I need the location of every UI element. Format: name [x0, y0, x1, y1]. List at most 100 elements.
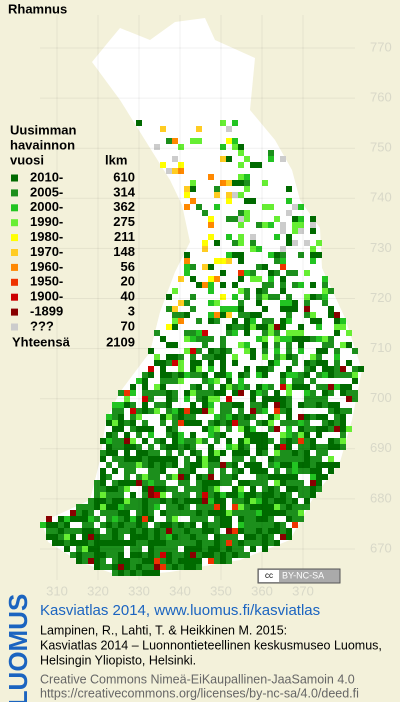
- record-cell: [196, 474, 202, 480]
- record-cell: [316, 324, 322, 330]
- record-cell: [130, 420, 136, 426]
- record-cell: [274, 480, 280, 486]
- record-cell: [160, 360, 166, 366]
- record-cell: [202, 210, 208, 216]
- record-cell: [136, 462, 142, 468]
- record-cell: [238, 408, 244, 414]
- record-cell: [166, 558, 172, 564]
- record-cell: [352, 366, 358, 372]
- record-cell: [220, 504, 226, 510]
- record-cell: [172, 558, 178, 564]
- record-cell: [124, 558, 130, 564]
- license-link[interactable]: https://creativecommons.org/licenses/by-…: [40, 686, 359, 700]
- record-cell: [280, 420, 286, 426]
- record-cell: [274, 354, 280, 360]
- record-cell: [214, 414, 220, 420]
- record-cell: [334, 438, 340, 444]
- record-cell: [310, 426, 316, 432]
- record-cell: [190, 408, 196, 414]
- record-cell: [166, 444, 172, 450]
- record-cell: [256, 492, 262, 498]
- record-cell: [208, 486, 214, 492]
- record-cell: [262, 288, 268, 294]
- record-cell: [130, 414, 136, 420]
- record-cell: [130, 504, 136, 510]
- record-cell: [88, 552, 94, 558]
- record-cell: [148, 498, 154, 504]
- record-cell: [262, 432, 268, 438]
- record-cell: [232, 528, 238, 534]
- record-cell: [136, 564, 142, 570]
- record-cell: [148, 348, 154, 354]
- record-cell: [280, 396, 286, 402]
- legend-year: 2010-: [30, 169, 63, 184]
- record-cell: [172, 408, 178, 414]
- record-cell: [178, 552, 184, 558]
- record-cell: [148, 546, 154, 552]
- record-cell: [118, 408, 124, 414]
- record-cell: [256, 384, 262, 390]
- record-cell: [322, 426, 328, 432]
- record-cell: [328, 426, 334, 432]
- record-cell: [106, 432, 112, 438]
- record-cell: [340, 432, 346, 438]
- record-cell: [94, 528, 100, 534]
- record-cell: [136, 534, 142, 540]
- record-cell: [58, 540, 64, 546]
- record-cell: [226, 396, 232, 402]
- record-cell: [124, 516, 130, 522]
- record-cell: [238, 240, 244, 246]
- site-link[interactable]: Kasviatlas 2014, www.luomus.fi/kasviatla…: [40, 602, 320, 619]
- record-cell: [100, 504, 106, 510]
- record-cell: [274, 258, 280, 264]
- record-cell: [112, 432, 118, 438]
- record-cell: [190, 372, 196, 378]
- record-cell: [334, 420, 340, 426]
- record-cell: [136, 540, 142, 546]
- record-cell: [262, 348, 268, 354]
- record-cell: [124, 504, 130, 510]
- record-cell: [256, 288, 262, 294]
- record-cell: [100, 510, 106, 516]
- record-cell: [100, 486, 106, 492]
- record-cell: [316, 450, 322, 456]
- record-cell: [106, 438, 112, 444]
- record-cell: [190, 306, 196, 312]
- record-cell: [268, 498, 274, 504]
- record-cell: [178, 444, 184, 450]
- record-cell: [298, 444, 304, 450]
- record-cell: [262, 366, 268, 372]
- record-cell: [286, 414, 292, 420]
- record-cell: [244, 462, 250, 468]
- record-cell: [250, 396, 256, 402]
- record-cell: [124, 438, 130, 444]
- record-cell: [112, 414, 118, 420]
- record-cell: [166, 426, 172, 432]
- record-cell: [136, 474, 142, 480]
- record-cell: [112, 444, 118, 450]
- record-cell: [316, 396, 322, 402]
- record-cell: [340, 408, 346, 414]
- record-cell: [298, 492, 304, 498]
- record-cell: [328, 438, 334, 444]
- license: Creative Commons Nimeä-EiKaupallinen-Jaa…: [40, 672, 355, 686]
- record-cell: [292, 504, 298, 510]
- record-cell: [304, 240, 310, 246]
- record-cell: [334, 408, 340, 414]
- record-cell: [172, 534, 178, 540]
- record-cell: [154, 570, 160, 576]
- record-cell: [274, 408, 280, 414]
- record-cell: [190, 414, 196, 420]
- record-cell: [106, 492, 112, 498]
- northing-label: 670: [370, 540, 392, 555]
- record-cell: [64, 516, 70, 522]
- record-cell: [130, 384, 136, 390]
- record-cell: [196, 372, 202, 378]
- record-cell: [148, 456, 154, 462]
- record-cell: [142, 570, 148, 576]
- record-cell: [220, 414, 226, 420]
- record-cell: [268, 276, 274, 282]
- record-cell: [298, 336, 304, 342]
